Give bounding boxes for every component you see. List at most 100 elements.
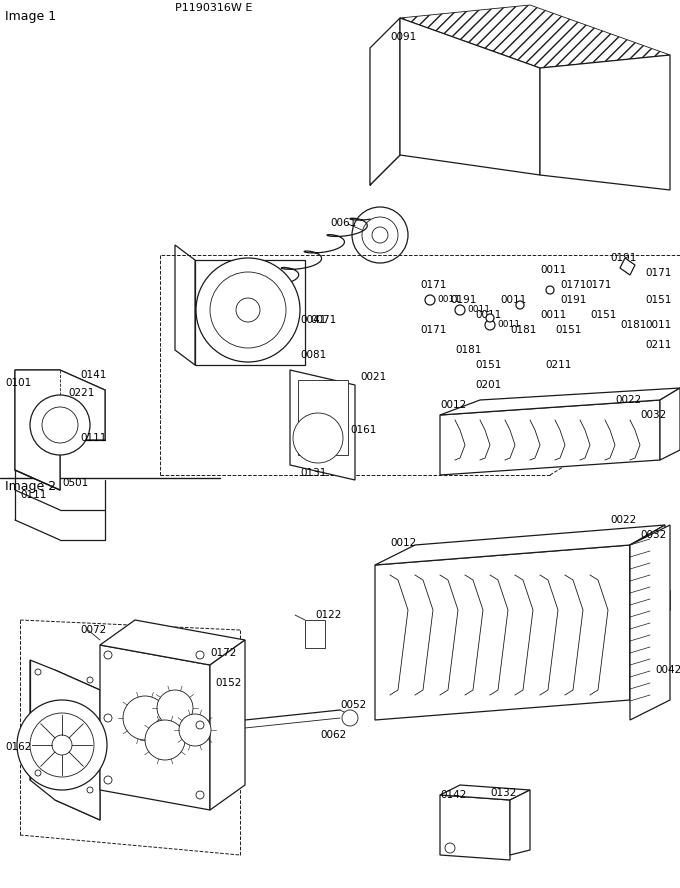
Text: 0172: 0172: [210, 648, 237, 658]
Text: 0022: 0022: [615, 395, 641, 405]
Text: 0011: 0011: [540, 265, 566, 275]
Circle shape: [52, 735, 72, 755]
Circle shape: [42, 407, 78, 443]
Circle shape: [145, 720, 185, 760]
Text: 0101: 0101: [5, 378, 31, 388]
Circle shape: [362, 217, 398, 253]
Circle shape: [445, 843, 455, 853]
Circle shape: [157, 690, 193, 726]
Circle shape: [196, 258, 300, 362]
Text: 0011: 0011: [645, 320, 671, 330]
Polygon shape: [440, 785, 530, 800]
Text: 0211: 0211: [645, 340, 671, 350]
Text: 0011: 0011: [467, 305, 490, 314]
Circle shape: [546, 286, 554, 294]
Text: 0141: 0141: [80, 370, 106, 380]
Text: 0171: 0171: [585, 280, 611, 290]
Polygon shape: [15, 370, 105, 490]
Text: 0011: 0011: [475, 310, 501, 320]
Polygon shape: [620, 258, 635, 275]
Text: 0111: 0111: [80, 433, 106, 443]
Polygon shape: [540, 55, 670, 190]
Text: 0111: 0111: [20, 490, 46, 500]
Text: 0021: 0021: [360, 372, 386, 382]
Circle shape: [30, 713, 94, 777]
Polygon shape: [630, 525, 665, 700]
Text: 0131: 0131: [300, 468, 326, 478]
Circle shape: [485, 320, 495, 330]
Text: 0071: 0071: [310, 315, 336, 325]
Circle shape: [516, 301, 524, 309]
Bar: [298, 380, 348, 455]
Text: 0012: 0012: [440, 400, 466, 410]
Polygon shape: [100, 620, 245, 665]
Circle shape: [342, 710, 358, 726]
Text: 0011: 0011: [540, 310, 566, 320]
Text: 0022: 0022: [610, 515, 636, 525]
Text: 0151: 0151: [645, 295, 671, 305]
Text: 0142: 0142: [440, 790, 466, 800]
Polygon shape: [440, 400, 660, 475]
Bar: [195, 260, 305, 365]
Text: 0191: 0191: [560, 295, 586, 305]
Circle shape: [87, 677, 93, 683]
Text: 0081: 0081: [300, 350, 326, 360]
Text: 0181: 0181: [455, 345, 481, 355]
Text: Image 1: Image 1: [5, 10, 56, 23]
Bar: [305, 620, 325, 648]
Polygon shape: [660, 388, 680, 460]
Text: 0171: 0171: [420, 325, 446, 335]
Text: 0181: 0181: [510, 325, 537, 335]
Text: 0091: 0091: [390, 32, 416, 42]
Text: 0132: 0132: [490, 788, 516, 798]
Polygon shape: [510, 790, 530, 855]
Circle shape: [17, 700, 107, 790]
Circle shape: [293, 413, 343, 463]
Text: 0062: 0062: [320, 730, 346, 740]
Circle shape: [425, 295, 435, 305]
Text: 0011: 0011: [497, 320, 520, 329]
Text: 0211: 0211: [545, 360, 571, 370]
Text: 0501: 0501: [62, 478, 88, 488]
Circle shape: [196, 791, 204, 799]
Circle shape: [35, 770, 41, 776]
Text: 0061: 0061: [330, 218, 356, 228]
Text: 0152: 0152: [215, 678, 241, 688]
Circle shape: [196, 651, 204, 659]
Circle shape: [104, 776, 112, 784]
Polygon shape: [30, 660, 100, 820]
Polygon shape: [375, 545, 630, 720]
Polygon shape: [100, 645, 210, 810]
Text: 0151: 0151: [590, 310, 616, 320]
Text: Image 2: Image 2: [5, 480, 56, 493]
Text: 0032: 0032: [640, 410, 666, 420]
Text: 0032: 0032: [640, 530, 666, 540]
Polygon shape: [175, 245, 195, 365]
Text: 0042: 0042: [655, 665, 680, 675]
Text: 0181: 0181: [620, 320, 647, 330]
Text: 0072: 0072: [80, 625, 106, 635]
Polygon shape: [440, 388, 680, 415]
Circle shape: [196, 721, 204, 729]
Circle shape: [210, 272, 286, 348]
Text: 0171: 0171: [560, 280, 586, 290]
Text: 0162: 0162: [5, 742, 31, 752]
Polygon shape: [290, 370, 355, 480]
Circle shape: [486, 314, 494, 322]
Polygon shape: [375, 525, 665, 565]
Circle shape: [104, 714, 112, 722]
Polygon shape: [630, 525, 670, 720]
Circle shape: [372, 227, 388, 243]
Circle shape: [236, 298, 260, 322]
Text: 0221: 0221: [68, 388, 95, 398]
Text: 0191: 0191: [450, 295, 477, 305]
Text: 0201: 0201: [475, 380, 501, 390]
Polygon shape: [400, 18, 540, 175]
Text: 0171: 0171: [420, 280, 446, 290]
Text: 0151: 0151: [475, 360, 501, 370]
Text: 0011: 0011: [437, 295, 460, 304]
Polygon shape: [370, 18, 400, 185]
Circle shape: [104, 651, 112, 659]
Circle shape: [123, 696, 167, 740]
Text: 0052: 0052: [340, 700, 367, 710]
